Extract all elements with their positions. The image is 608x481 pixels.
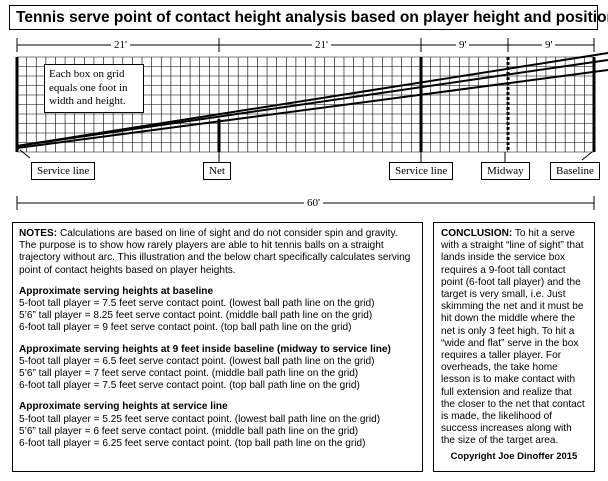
label-midway: Midway <box>481 162 530 180</box>
note-line: 6-foot tall player = 7.5 feet serve cont… <box>19 380 360 392</box>
dimension-label-3: 9' <box>456 39 470 51</box>
notes-intro: NOTES: Calculations are based on line of… <box>19 228 416 277</box>
label-net: Net <box>203 162 231 180</box>
note-line: 5’6” tall player = 6 feet serve contact … <box>19 425 359 437</box>
ball-path-middle <box>16 59 608 147</box>
note-line: 5-foot tall player = 5.25 feet serve con… <box>19 413 381 425</box>
grid-scale-note: Each box on grid equals one foot in widt… <box>44 64 144 113</box>
dimension-label-4: 9' <box>542 39 556 51</box>
notes-intro-text: Calculations are based on line of sight … <box>19 228 411 276</box>
dimension-label-1: 21' <box>111 39 130 51</box>
copyright-notice: Copyright Joe Dinoffer 2015 <box>450 450 578 462</box>
note-line: 6-foot tall player = 6.25 feet serve con… <box>19 438 366 450</box>
ball-path-low <box>16 69 608 149</box>
section-heading-midway: Approximate serving heights at 9 feet in… <box>19 343 391 355</box>
label-service-line-right: Service line <box>389 162 454 180</box>
note-line: 6-foot tall player = 9 feet serve contac… <box>19 322 352 334</box>
label-baseline: Baseline <box>550 162 600 180</box>
dimension-label-2: 21' <box>312 39 331 51</box>
diagram-title: Tennis serve point of contact height ana… <box>9 5 608 30</box>
conclusion-panel: CONCLUSION: To hit a serve with a straig… <box>433 222 595 472</box>
notes-label: NOTES: <box>19 228 58 239</box>
section-heading-service-line: Approximate serving heights at service l… <box>19 401 228 413</box>
note-line: 5-foot tall player = 6.5 feet serve cont… <box>19 355 375 367</box>
section-heading-baseline: Approximate serving heights at baseline <box>19 285 214 297</box>
ball-path-top <box>16 52 608 147</box>
notes-panel: NOTES: Calculations are based on line of… <box>12 222 423 472</box>
note-line: 5-foot tall player = 7.5 feet serve cont… <box>19 298 375 310</box>
note-line: 5’6” tall player = 8.25 feet serve conta… <box>19 310 373 322</box>
dimension-label-total: 60' <box>304 197 323 209</box>
conclusion-paragraph: CONCLUSION: To hit a serve with a straig… <box>441 228 587 448</box>
label-service-line-left: Service line <box>31 162 96 180</box>
note-line: 5’6” tall player = 7 feet serve contact … <box>19 368 359 380</box>
conclusion-text: To hit a serve with a straight “line of … <box>441 228 585 447</box>
conclusion-label: CONCLUSION: <box>441 228 513 239</box>
